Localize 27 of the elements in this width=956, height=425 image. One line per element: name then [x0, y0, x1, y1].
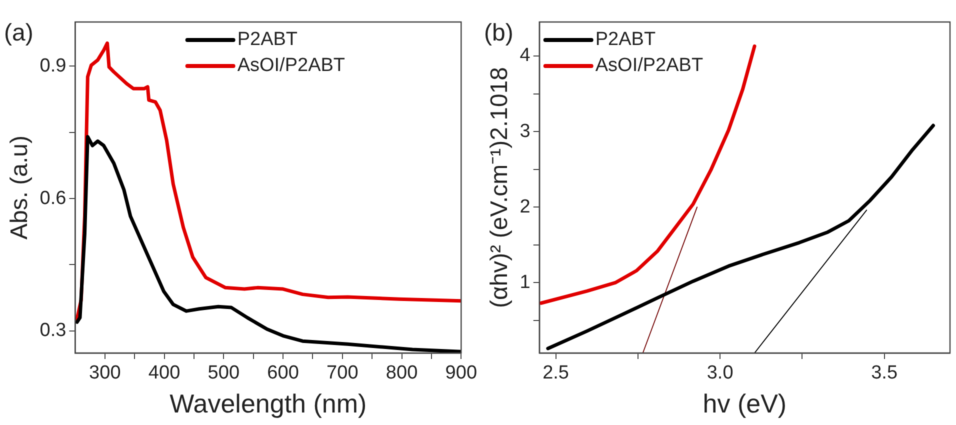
y-tick-label: 1 — [520, 272, 530, 293]
x-tick-label: 300 — [89, 362, 121, 384]
x-tick-label: 900 — [445, 362, 477, 384]
x-tick-label: 400 — [148, 362, 180, 384]
x-tick-label: 2.5 — [542, 362, 570, 384]
x-axis-title: Wavelength (nm) — [170, 388, 367, 419]
x-tick-label: 700 — [326, 362, 358, 384]
y-tick-label: 0.9 — [40, 55, 66, 76]
legend-label: AsOI/P2ABT — [595, 55, 704, 76]
x-tick-label: 600 — [267, 362, 299, 384]
y-tick-label: 3 — [520, 120, 530, 142]
y-tick-label: 2 — [520, 196, 530, 218]
y-axis-title: Abs. (a.u) — [6, 135, 34, 240]
x-tick-label: 3.0 — [706, 362, 734, 384]
chart-title: (b) — [484, 20, 514, 47]
chart-title: (a) — [4, 20, 34, 47]
x-tick-label: 500 — [208, 362, 240, 384]
x-tick-label: 3.5 — [871, 362, 898, 384]
y-tick-label: 0.6 — [40, 188, 66, 209]
x-tick-label: 800 — [386, 362, 418, 384]
y-tick-label: 4 — [520, 45, 531, 66]
y-axis-title: (αhv)² (eV.cm⁻¹)2.1018 — [486, 66, 514, 308]
legend-label: AsOI/P2ABT — [237, 55, 346, 76]
legend-label: P2ABT — [595, 29, 656, 50]
x-axis-title: hv (eV) — [702, 388, 787, 419]
legend-label: P2ABT — [237, 29, 298, 50]
y-tick-label: 0.3 — [40, 320, 66, 342]
